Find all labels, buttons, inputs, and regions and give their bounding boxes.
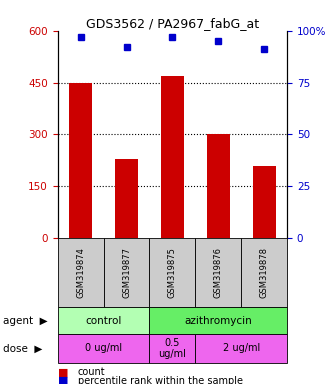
Bar [241, 238, 287, 307]
Bar [195, 238, 241, 307]
Bar [195, 334, 287, 363]
Text: count: count [78, 367, 105, 377]
Text: 2 ug/ml: 2 ug/ml [223, 343, 260, 354]
Bar [149, 334, 195, 363]
Bar [69, 83, 92, 238]
Text: GSM319876: GSM319876 [214, 247, 223, 298]
Bar [58, 238, 104, 307]
Bar [161, 76, 184, 238]
Text: 0.5
ug/ml: 0.5 ug/ml [158, 338, 186, 359]
Bar [58, 334, 149, 363]
Title: GDS3562 / PA2967_fabG_at: GDS3562 / PA2967_fabG_at [86, 17, 259, 30]
Text: GSM319875: GSM319875 [168, 247, 177, 298]
Text: ■: ■ [58, 367, 68, 377]
Bar [253, 166, 276, 238]
Bar [149, 238, 195, 307]
Text: dose  ▶: dose ▶ [3, 343, 43, 354]
Bar [104, 238, 149, 307]
Bar [207, 134, 230, 238]
Text: ■: ■ [58, 376, 68, 384]
Bar [115, 159, 138, 238]
Bar [149, 307, 287, 334]
Text: GSM319874: GSM319874 [76, 247, 85, 298]
Text: azithromycin: azithromycin [184, 316, 252, 326]
Text: GSM319878: GSM319878 [260, 247, 269, 298]
Text: control: control [85, 316, 122, 326]
Bar [58, 307, 149, 334]
Text: percentile rank within the sample: percentile rank within the sample [78, 376, 243, 384]
Text: GSM319877: GSM319877 [122, 247, 131, 298]
Text: 0 ug/ml: 0 ug/ml [85, 343, 122, 354]
Text: agent  ▶: agent ▶ [3, 316, 48, 326]
